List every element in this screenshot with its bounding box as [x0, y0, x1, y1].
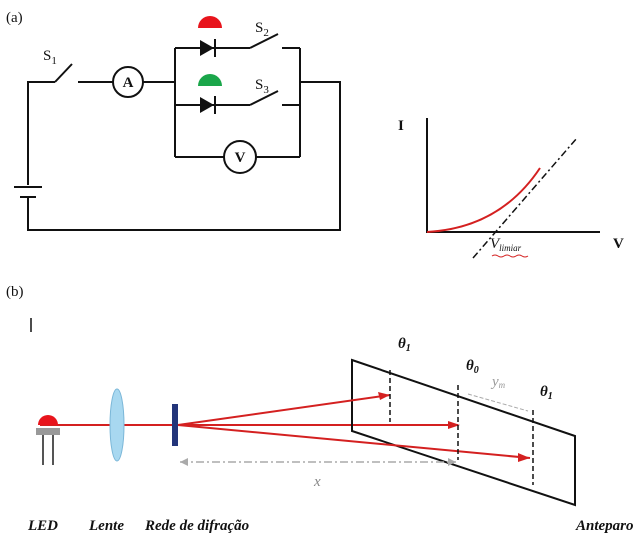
- text-part: y: [490, 374, 499, 390]
- panel-label: (b): [6, 284, 24, 300]
- ammeter-label: A: [123, 75, 134, 91]
- angle-label: θ0: [466, 358, 479, 376]
- iv-graph: I V Vlimiar: [398, 118, 624, 258]
- ym-label: ym: [490, 374, 506, 390]
- threshold-label: Vlimiar: [490, 236, 522, 253]
- text-part: 1: [406, 343, 411, 354]
- text-part: 1: [548, 391, 553, 402]
- axis-label: I: [398, 118, 404, 134]
- angle-label: θ1: [398, 336, 411, 354]
- text-part: θ: [398, 336, 406, 352]
- text-part: 1: [51, 55, 57, 67]
- caption: Rede de difração: [144, 518, 249, 534]
- angle-label: θ1: [540, 384, 553, 402]
- text-part: m: [499, 380, 506, 390]
- text-part: θ: [540, 384, 548, 400]
- text-part: limiar: [499, 243, 522, 253]
- switch-label: S2: [255, 20, 269, 39]
- caption: LED: [27, 518, 58, 534]
- text-part: S: [43, 48, 51, 64]
- panel-label: (a): [6, 10, 23, 26]
- text-part: θ: [466, 358, 474, 374]
- caption: Anteparo: [575, 518, 634, 534]
- text-part: 2: [263, 27, 269, 39]
- text-part: S: [255, 77, 263, 93]
- text-part: 0: [474, 365, 479, 376]
- text-part: 3: [263, 84, 269, 96]
- axis-label: V: [613, 236, 624, 252]
- circuit: (a) S1 A S2 S3 V: [6, 10, 340, 230]
- text-part: S: [255, 20, 263, 36]
- voltmeter-label: V: [235, 150, 246, 166]
- optics: (b) θ1 θ0 θ1 ym x LED Lente Rede de difr…: [6, 284, 634, 534]
- figure: (a) S1 A S2 S3 V I V Vlimiar (b) θ1 θ0 θ…: [0, 0, 643, 536]
- switch-label: S1: [43, 48, 57, 67]
- distance-label: x: [313, 474, 321, 490]
- caption: Lente: [88, 518, 124, 534]
- switch-label: S3: [255, 77, 269, 96]
